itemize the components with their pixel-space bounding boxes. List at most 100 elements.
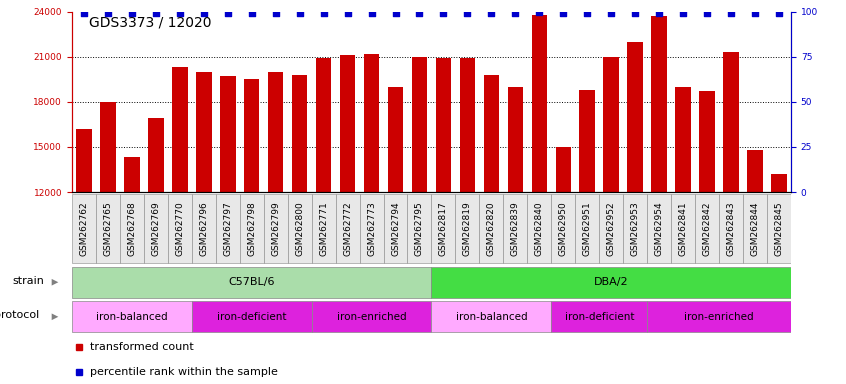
Bar	[316, 58, 332, 192]
Bar	[72, 194, 96, 263]
Text: iron-balanced: iron-balanced	[456, 312, 527, 322]
Point	[221, 10, 234, 17]
Bar	[455, 194, 480, 263]
Point	[485, 10, 498, 17]
Point	[533, 8, 547, 15]
Text: percentile rank within the sample: percentile rank within the sample	[90, 366, 277, 377]
Text: GSM262797: GSM262797	[223, 201, 232, 256]
Bar	[76, 129, 91, 192]
Bar	[216, 194, 239, 263]
Bar	[484, 74, 499, 192]
Bar	[480, 194, 503, 263]
Point	[388, 10, 403, 17]
Bar	[503, 194, 527, 263]
Bar	[124, 157, 140, 192]
Bar	[552, 194, 575, 263]
Text: GSM262762: GSM262762	[80, 201, 88, 256]
Point	[437, 10, 450, 17]
Bar	[192, 194, 216, 263]
Bar	[772, 174, 787, 192]
Text: GSM262843: GSM262843	[727, 201, 735, 256]
Text: GSM262799: GSM262799	[272, 201, 280, 256]
Point	[557, 10, 570, 17]
Bar	[220, 76, 235, 192]
Bar	[552, 301, 647, 332]
Text: GSM262770: GSM262770	[175, 201, 184, 256]
Bar	[508, 87, 523, 192]
Bar	[556, 147, 571, 192]
Text: GSM262819: GSM262819	[463, 201, 472, 256]
Point	[293, 10, 306, 17]
Point	[508, 10, 522, 17]
Text: strain: strain	[13, 275, 45, 286]
Text: GSM262844: GSM262844	[750, 201, 760, 256]
Bar	[383, 194, 408, 263]
Bar	[96, 194, 120, 263]
Bar	[364, 54, 379, 192]
Text: GSM262773: GSM262773	[367, 201, 376, 256]
Bar	[531, 15, 547, 192]
Bar	[603, 56, 619, 192]
Bar	[148, 118, 163, 192]
Point	[724, 10, 738, 17]
Point	[245, 10, 259, 17]
Text: GSM262845: GSM262845	[775, 201, 783, 256]
Bar	[288, 194, 311, 263]
Point	[413, 10, 426, 17]
Point	[365, 10, 378, 17]
Text: GDS3373 / 12020: GDS3373 / 12020	[89, 15, 212, 29]
Text: GSM262952: GSM262952	[607, 201, 616, 256]
Bar	[628, 41, 643, 192]
Text: GSM262768: GSM262768	[128, 201, 136, 256]
Bar	[292, 74, 307, 192]
Point	[197, 10, 211, 17]
Text: iron-deficient: iron-deficient	[564, 312, 634, 322]
Text: iron-deficient: iron-deficient	[217, 312, 287, 322]
Bar	[671, 194, 695, 263]
Text: GSM262795: GSM262795	[415, 201, 424, 256]
Bar	[431, 194, 455, 263]
Bar	[527, 194, 552, 263]
Bar	[743, 194, 767, 263]
Text: GSM262840: GSM262840	[535, 201, 544, 256]
Bar	[719, 194, 743, 263]
Text: GSM262798: GSM262798	[247, 201, 256, 256]
Text: DBA/2: DBA/2	[594, 277, 629, 287]
Bar	[431, 267, 791, 298]
Bar	[647, 194, 671, 263]
Point	[125, 10, 139, 17]
Point	[341, 10, 354, 17]
Text: iron-balanced: iron-balanced	[96, 312, 168, 322]
Point	[173, 10, 186, 17]
Bar	[575, 194, 599, 263]
Point	[604, 10, 618, 17]
Point	[677, 10, 690, 17]
Bar	[431, 301, 552, 332]
Bar	[624, 194, 647, 263]
Text: GSM262841: GSM262841	[678, 201, 688, 256]
Text: GSM262842: GSM262842	[703, 201, 711, 256]
Bar	[336, 194, 360, 263]
Bar	[599, 194, 624, 263]
Point	[652, 10, 666, 17]
Point	[101, 10, 114, 17]
Bar	[412, 56, 427, 192]
Bar	[651, 16, 667, 192]
Bar	[264, 194, 288, 263]
Point	[269, 10, 283, 17]
Text: iron-enriched: iron-enriched	[684, 312, 754, 322]
Bar	[144, 194, 168, 263]
Text: GSM262771: GSM262771	[319, 201, 328, 256]
Bar	[311, 194, 336, 263]
Text: GSM262772: GSM262772	[343, 201, 352, 256]
Bar	[120, 194, 144, 263]
Point	[149, 10, 162, 17]
Bar	[72, 267, 431, 298]
Bar	[168, 194, 192, 263]
Text: GSM262951: GSM262951	[583, 201, 591, 256]
Point	[77, 10, 91, 17]
Text: transformed count: transformed count	[90, 341, 194, 352]
Bar	[72, 301, 192, 332]
Bar	[723, 52, 739, 192]
Bar	[408, 194, 431, 263]
